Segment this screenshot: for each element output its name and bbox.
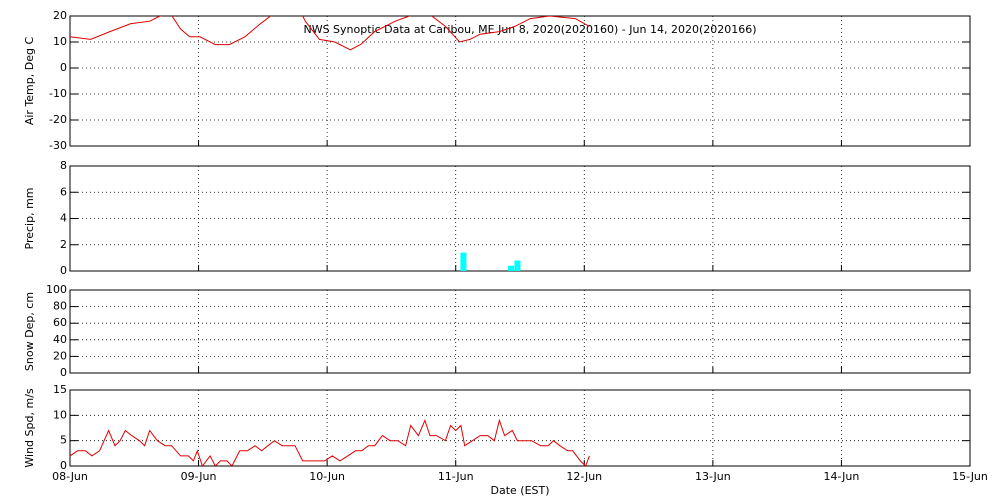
plot-frame	[69, 389, 971, 467]
y-axis-label: Precip, mm	[23, 188, 36, 250]
plot-area	[460, 252, 521, 271]
y-tick-label: 40	[53, 333, 67, 346]
y-tick-label: 80	[53, 300, 67, 313]
y-tick-label: -20	[49, 113, 67, 126]
chart-title: NWS Synoptic Data at Caribou, ME Jun 8, …	[303, 23, 756, 36]
y-tick-label: 20	[53, 349, 67, 362]
x-tick-label: 14-Jun	[824, 470, 860, 483]
x-tick-label: 11-Jun	[438, 470, 474, 483]
panel: -30 -20 -10 0 10 20 Air Temp, Deg C NWS Synopti…	[23, 9, 971, 152]
panel: 0 20 40 60 80 100 Snow Dep, cm	[23, 283, 971, 379]
y-tick-label: 10	[53, 408, 67, 421]
y-axis-label: Wind Spd, m/s	[23, 388, 36, 468]
y-tick-label: 20	[53, 9, 67, 22]
y-tick-label: -30	[49, 139, 67, 152]
x-tick-label: 13-Jun	[695, 470, 731, 483]
data-line	[70, 16, 590, 51]
y-tick-label: 8	[60, 159, 67, 172]
y-tick-label: 4	[60, 212, 67, 225]
y-tick-label: 5	[60, 434, 67, 447]
y-tick-label: 10	[53, 35, 67, 48]
y-tick-label: 6	[60, 185, 67, 198]
y-axis-label: Air Temp, Deg C	[23, 37, 36, 126]
y-tick-label: 2	[60, 238, 67, 251]
y-tick-label: -10	[49, 87, 67, 100]
x-axis-label: Date (EST)	[490, 484, 549, 497]
x-tick-label: 10-Jun	[309, 470, 345, 483]
y-tick-label: 0	[60, 366, 67, 379]
y-tick-label: 60	[53, 316, 67, 329]
x-tick-label: 15-Jun	[952, 470, 988, 483]
y-tick-label: 0	[60, 264, 67, 277]
y-tick-label: 0	[60, 61, 67, 74]
plot-area	[70, 16, 590, 51]
x-tick-label: 12-Jun	[566, 470, 602, 483]
x-tick-label: 08-Jun	[52, 470, 88, 483]
y-axis-label: Snow Dep, cm	[23, 292, 36, 371]
panel: 0 5 10 15 08-Jun 09-Jun 10-Jun 11-Jun 12-Jun 13-J…	[23, 383, 988, 497]
data-line	[70, 418, 590, 466]
bar	[514, 260, 521, 271]
panel: 0 2 4 6 8 Precip, mm	[23, 159, 971, 277]
bar	[508, 265, 514, 271]
plot-frame	[69, 289, 971, 374]
x-tick-label: 09-Jun	[181, 470, 217, 483]
plot-frame	[69, 15, 971, 147]
bar	[460, 252, 467, 271]
y-tick-label: 15	[53, 383, 67, 396]
plot-area	[70, 418, 590, 466]
y-tick-label: 0	[60, 459, 67, 472]
y-tick-label: 100	[46, 283, 67, 296]
